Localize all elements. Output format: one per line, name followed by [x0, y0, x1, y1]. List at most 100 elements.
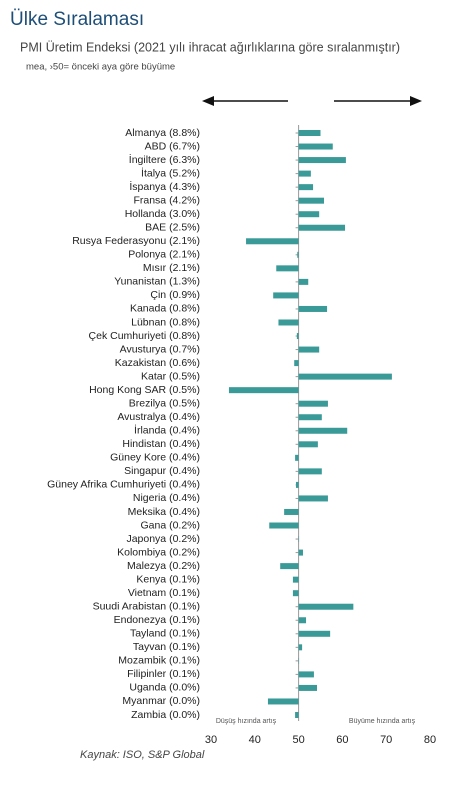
y-tick-label: Kolombiya (0.2%)	[117, 546, 200, 558]
y-tick-label: Mozambik (0.1%)	[118, 655, 200, 667]
y-tick-label: Gana (0.2%)	[140, 519, 200, 531]
bar	[299, 631, 331, 637]
y-tick-label: Çek Cumhuriyeti (0.8%)	[89, 330, 200, 342]
bar	[297, 252, 298, 258]
y-tick-label: Nigeria (0.4%)	[133, 492, 200, 504]
bar	[229, 387, 299, 393]
bar	[295, 455, 299, 461]
y-tick-label: Hindistan (0.4%)	[122, 438, 200, 450]
bar	[299, 347, 320, 353]
bar	[299, 414, 322, 420]
y-tick-label: İspanya (4.3%)	[129, 180, 200, 193]
y-tick-label: Yunanistan (1.3%)	[114, 276, 200, 288]
y-tick-label: Myanmar (0.0%)	[122, 695, 200, 707]
y-tick-label: Rusya Federasyonu (2.1%)	[72, 235, 200, 247]
y-tick-label: Suudi Arabistan (0.1%)	[93, 601, 200, 613]
bar	[284, 509, 298, 515]
bar	[299, 225, 345, 231]
x-tick-label: 30	[205, 734, 217, 746]
bar	[299, 198, 324, 204]
bar	[299, 428, 348, 434]
y-tick-label: Tayland (0.1%)	[130, 628, 200, 640]
bar	[278, 319, 298, 325]
bar	[299, 644, 303, 650]
bar	[299, 374, 392, 380]
y-tick-label: Brezilya (0.5%)	[129, 397, 200, 409]
bar	[299, 279, 309, 285]
x-tick-label: 60	[336, 734, 348, 746]
bar	[299, 401, 328, 407]
y-tick-label: Lübnan (0.8%)	[131, 316, 200, 328]
annotation: Büyüme hızında artış	[349, 718, 416, 725]
bar	[299, 495, 328, 501]
y-tick-label: Meksika (0.4%)	[128, 506, 200, 518]
bar	[246, 238, 299, 244]
y-tick-label: Singapur (0.4%)	[124, 465, 200, 477]
y-tick-label: Kazakistan (0.6%)	[115, 357, 200, 369]
chart-title: Ülke Sıralaması	[10, 9, 144, 30]
y-tick-label: Uganda (0.0%)	[129, 682, 200, 694]
y-tick-label: Hollanda (3.0%)	[125, 208, 200, 220]
bar	[299, 144, 333, 150]
x-tick-label: 80	[424, 734, 436, 746]
bar	[299, 468, 322, 474]
y-tick-label: İtalya (5.2%)	[141, 166, 200, 179]
bar	[299, 441, 318, 447]
y-tick-label: Güney Kore (0.4%)	[110, 452, 200, 464]
chart-subtitle: PMI Üretim Endeksi (2021 yılı ihracat ağ…	[20, 40, 400, 54]
y-tick-label: Kenya (0.1%)	[136, 573, 200, 585]
x-tick-label: 40	[249, 734, 261, 746]
y-tick-label: Tayvan (0.1%)	[133, 641, 200, 653]
y-tick-label: Çin (0.9%)	[150, 289, 200, 301]
y-tick-label: Katar (0.5%)	[141, 370, 200, 382]
y-tick-label: Mısır (2.1%)	[143, 262, 200, 274]
bar	[273, 292, 298, 298]
y-tick-label: Endonezya (0.1%)	[114, 614, 200, 626]
y-tick-label: Fransa (4.2%)	[133, 194, 200, 206]
bar	[299, 184, 313, 190]
bar	[295, 712, 299, 718]
bar	[296, 482, 299, 488]
bar	[268, 698, 299, 704]
bar	[299, 211, 320, 217]
annotation: Düşüş hızında artış	[216, 718, 277, 725]
y-tick-label: Malezya (0.2%)	[127, 560, 200, 572]
chart-note: mea, ›50= önceki aya göre büyüme	[26, 62, 175, 73]
bar	[297, 333, 299, 339]
y-tick-label: Almanya (8.8%)	[125, 127, 200, 139]
bar	[299, 306, 327, 312]
y-tick-label: İngiltere (6.3%)	[129, 153, 200, 166]
bar	[299, 171, 311, 177]
bar	[299, 671, 314, 677]
y-tick-label: BAE (2.5%)	[145, 222, 200, 234]
y-tick-label: Avusturya (0.7%)	[120, 343, 200, 355]
bar	[269, 523, 298, 529]
y-tick-label: Hong Kong SAR (0.5%)	[89, 384, 200, 396]
bar	[299, 130, 321, 136]
y-tick-label: Filipinler (0.1%)	[127, 668, 200, 680]
bar	[299, 550, 303, 556]
bar	[299, 604, 354, 610]
bar	[293, 577, 299, 583]
y-tick-label: Japonya (0.2%)	[126, 533, 200, 545]
y-tick-label: ABD (6.7%)	[145, 140, 200, 152]
bar	[299, 685, 317, 691]
y-tick-label: Polonya (2.1%)	[128, 249, 200, 261]
y-tick-label: Zambia (0.0%)	[131, 709, 200, 721]
bar	[293, 590, 299, 596]
source: Kaynak: ISO, S&P Global	[80, 749, 205, 761]
y-tick-label: Güney Afrika Cumhuriyeti (0.4%)	[47, 479, 200, 491]
x-tick-label: 70	[380, 734, 392, 746]
y-tick-label: Avustralya (0.4%)	[117, 411, 200, 423]
bar	[299, 157, 346, 163]
arrows	[202, 96, 422, 106]
bar	[299, 617, 306, 623]
y-tick-label: İrlanda (0.4%)	[134, 424, 200, 437]
bar	[280, 563, 298, 569]
x-tick-label: 50	[292, 734, 304, 746]
y-tick-label: Vietnam (0.1%)	[128, 587, 200, 599]
bar	[276, 265, 298, 271]
y-tick-label: Kanada (0.8%)	[130, 303, 200, 315]
bar	[294, 360, 298, 366]
